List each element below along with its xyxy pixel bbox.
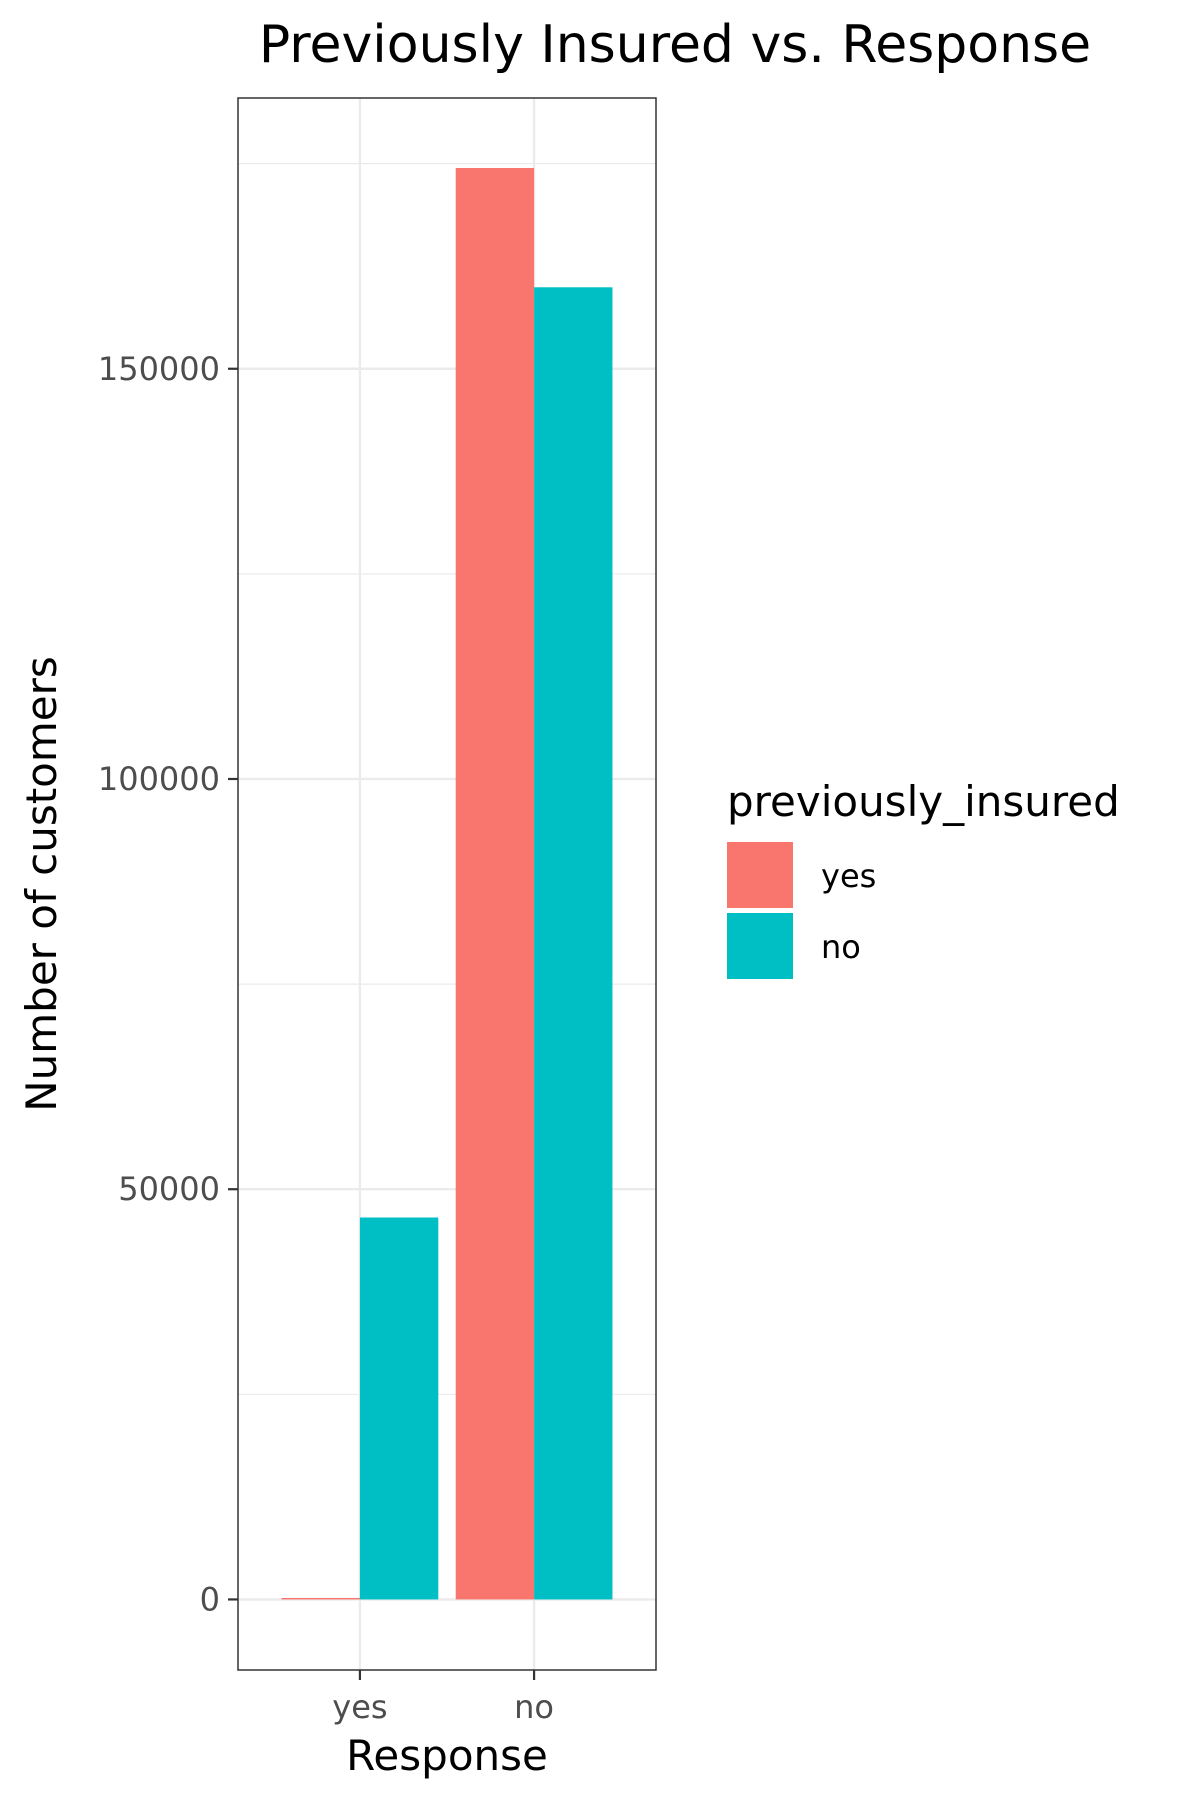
x-axis-title: Response [346,1731,548,1780]
legend-label-no: no [821,928,861,966]
plot-panel-border [237,97,657,1671]
y-tick-label: 50000 [118,1170,220,1208]
bar-no-no [534,287,613,1600]
x-tick-label: yes [332,1688,387,1726]
x-tick-label: no [514,1688,554,1726]
y-tick-label: 0 [200,1580,220,1618]
y-tick-label: 100000 [98,760,220,798]
bar-yes-no [455,167,535,1600]
chart-title: Previously Insured vs. Response [259,15,1091,75]
y-tick-label: 150000 [98,350,220,388]
legend-title: previously_insured [727,777,1120,826]
bars [281,167,613,1600]
legend-label-yes: yes [821,857,876,895]
legend-key-no [727,913,793,979]
y-axis: 0 50000 100000 150000 [98,350,238,1618]
x-axis: yes no [332,1670,554,1726]
legend-key-yes [727,842,793,908]
bar-yes-yes [281,1597,360,1600]
legend: previously_insured yes no [727,777,1120,979]
y-axis-title: Number of customers [17,656,66,1112]
bar-no-yes [359,1217,439,1600]
